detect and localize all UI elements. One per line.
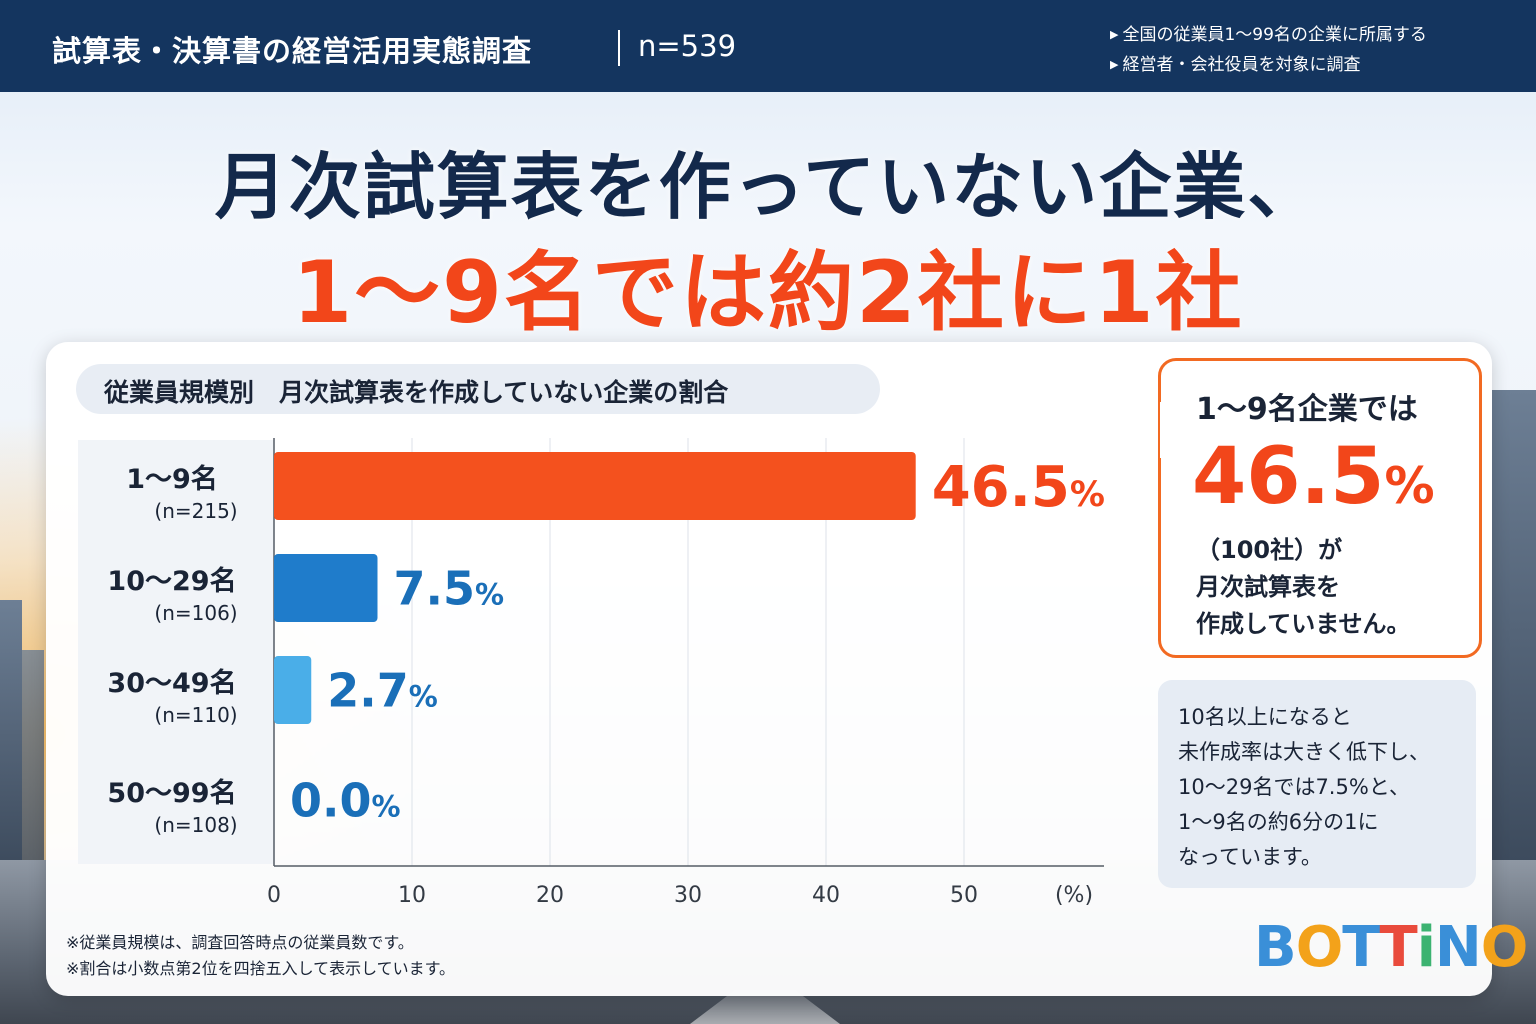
info-line5: なっています。 (1178, 845, 1322, 869)
callout-body: （100社）が 月次試算表を 作成していません。 (1196, 532, 1411, 643)
data-label: 7.5% (394, 562, 505, 616)
data-label-unit: % (1070, 475, 1105, 515)
header-bar (0, 0, 1536, 92)
survey-title: 試算表・決算書の経営活用実態調査 (52, 34, 533, 68)
footnote-2: ※割合は小数点第2位を四捨五入して表示しています。 (66, 959, 456, 978)
header-divider (618, 30, 620, 66)
footnotes: ※従業員規模は、調査回答時点の従業員数です。 ※割合は小数点第2位を四捨五入して… (66, 930, 455, 982)
brand-logo: BOTTiNO (1254, 915, 1529, 980)
x-tick-label: 50 (950, 883, 978, 908)
background-building (0, 600, 22, 870)
highlight-callout (1158, 358, 1482, 658)
logo-letter: O (1295, 915, 1344, 980)
x-tick-label: 40 (812, 883, 840, 908)
x-tick-label: 10 (398, 883, 426, 908)
logo-letter: T (1342, 915, 1380, 980)
info-box (1158, 680, 1476, 888)
headline-line2: 1〜9名では約2社に1社 (292, 243, 1244, 343)
logo-letter: B (1254, 915, 1297, 980)
survey-scope-note: ▶ 全国の従業員1〜99名の企業に所属する ▶ 経営者・会社役員を対象に調査 (1110, 20, 1427, 80)
info-text: 10名以上になると 未作成率は大きく低下し、 10〜29名では7.5%と、 1〜… (1178, 700, 1430, 875)
info-line2: 未作成率は大きく低下し、 (1178, 740, 1430, 764)
callout-body-line1: （100社）が (1196, 536, 1343, 564)
logo-letter: O (1480, 915, 1529, 980)
data-label-unit: % (372, 790, 401, 824)
triangle-bullet-icon: ▶ (1110, 58, 1119, 71)
sample-size-label: (n=110) (154, 703, 237, 727)
category-column-background (78, 440, 274, 864)
x-tick-label: 30 (674, 883, 702, 908)
callout-value: 46.5% (1192, 432, 1435, 522)
x-axis-unit: (%) (1055, 883, 1093, 908)
callout-body-line3: 作成していません。 (1196, 610, 1411, 638)
sample-size-label: (n=106) (154, 601, 237, 625)
info-line4: 1〜9名の約6分の1に (1178, 810, 1379, 834)
callout-heading: 1〜9名企業では (1196, 392, 1418, 427)
logo-letter: N (1434, 915, 1482, 980)
callout-value-unit: % (1384, 457, 1435, 515)
callout-value-number: 46.5 (1192, 432, 1385, 522)
survey-scope-line2: 経営者・会社役員を対象に調査 (1122, 55, 1361, 75)
category-label: 1〜9名 (126, 463, 218, 495)
data-label-unit: % (409, 680, 438, 714)
chart-title-pill (76, 364, 880, 414)
logo-letter: T (1379, 915, 1418, 980)
chart-title: 従業員規模別 月次試算表を作成していない企業の割合 (104, 378, 729, 407)
data-label: 46.5% (932, 455, 1105, 520)
bar (274, 554, 378, 622)
triangle-bullet-icon: ▶ (1110, 28, 1119, 41)
info-line3: 10〜29名では7.5%と、 (1178, 775, 1410, 799)
headline-line1: 月次試算表を作っていない企業、 (214, 145, 1322, 229)
category-label: 50〜99名 (107, 777, 236, 809)
background-building (1492, 390, 1536, 870)
footnote-1: ※従業員規模は、調査回答時点の従業員数です。 (66, 933, 414, 952)
callout-body-line2: 月次試算表を (1196, 573, 1340, 601)
info-line1: 10名以上になると (1178, 705, 1352, 729)
data-label-value: 0.0 (290, 774, 372, 828)
bar (274, 656, 312, 724)
background-building (22, 650, 44, 870)
sample-size: n=539 (638, 29, 737, 63)
bar (274, 452, 916, 520)
logo-letter: i (1416, 915, 1436, 980)
data-label: 2.7% (327, 664, 438, 718)
data-label-unit: % (475, 578, 504, 612)
data-label-value: 7.5 (394, 562, 476, 616)
callout-pointer-mask (1160, 402, 1168, 458)
data-label-value: 46.5 (932, 455, 1070, 520)
sample-size-label: (n=108) (154, 813, 237, 837)
data-label: 0.0% (290, 774, 401, 828)
survey-scope-line1: 全国の従業員1〜99名の企業に所属する (1122, 25, 1427, 45)
category-label: 30〜49名 (107, 667, 236, 699)
data-label-value: 2.7 (327, 664, 409, 718)
sample-size-label: (n=215) (154, 499, 237, 523)
x-tick-label: 20 (536, 883, 564, 908)
x-tick-label: 0 (267, 883, 281, 908)
category-label: 10〜29名 (107, 565, 236, 597)
